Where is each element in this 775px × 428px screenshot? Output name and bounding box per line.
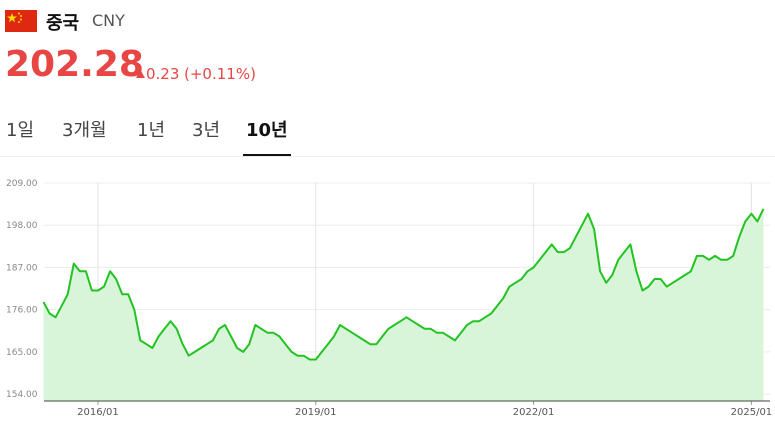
y-tick-label: 176.00 (6, 306, 38, 316)
tab-underline (243, 154, 291, 156)
x-tick-label: 2025/01 (731, 407, 773, 418)
x-tick-label: 2022/01 (513, 407, 555, 418)
country: 중국 (46, 13, 80, 34)
y-tick-label: 209.00 (6, 179, 38, 189)
separator (0, 156, 775, 157)
y-tick-label: 198.00 (6, 221, 38, 231)
line (42, 208, 765, 361)
x-tick-label: 2016/01 (77, 407, 119, 418)
tab[interactable]: 3년 (192, 120, 221, 141)
currency: CNY (92, 11, 125, 30)
up-arrow (136, 70, 145, 78)
change: 0.23 (146, 65, 180, 83)
change-pct: (+0.11%) (184, 65, 256, 83)
y-tick-label: 154.00 (6, 390, 38, 400)
price: 202.28 (5, 44, 144, 85)
x-tick-label: 2019/01 (295, 407, 337, 418)
tab[interactable]: 1년 (137, 120, 166, 141)
tab[interactable]: 3개월 (62, 120, 107, 141)
tab[interactable]: 1일 (6, 120, 35, 141)
y-tick-label: 187.00 (6, 263, 38, 273)
y-tick-label: 165.00 (6, 348, 38, 358)
area (43, 208, 764, 401)
tab[interactable]: 10년 (246, 120, 288, 141)
flag (5, 10, 37, 32)
